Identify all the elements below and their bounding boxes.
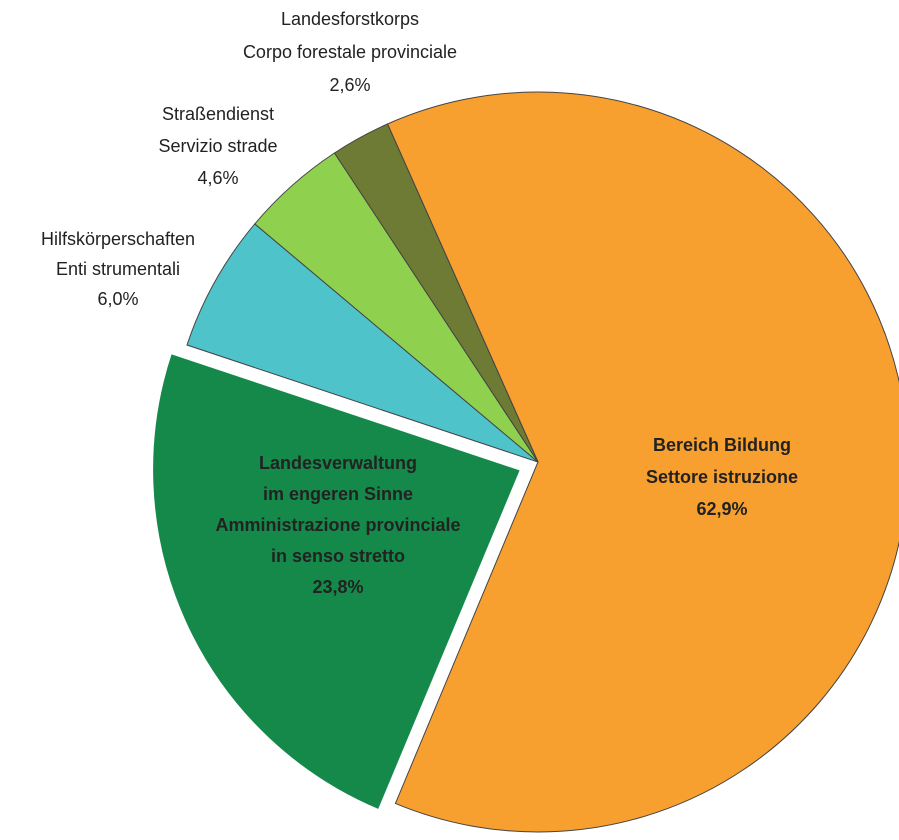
slice-label: Amministrazione provinciale bbox=[215, 515, 460, 535]
slice-label: Bereich Bildung bbox=[653, 435, 791, 455]
slice-label: Landesforstkorps bbox=[281, 9, 419, 29]
slice-label: Corpo forestale provinciale bbox=[243, 42, 457, 62]
slice-label: in senso stretto bbox=[271, 546, 405, 566]
slice-label: Enti strumentali bbox=[56, 259, 180, 279]
pie-slice bbox=[333, 123, 539, 463]
value-label: 2,6% bbox=[329, 75, 370, 95]
slice-label: Straßendienst bbox=[162, 104, 274, 124]
value-label: 6,0% bbox=[97, 289, 138, 309]
pie-slice bbox=[386, 91, 899, 833]
slice-label: Hilfskörperschaften bbox=[41, 229, 195, 249]
pie-slice bbox=[150, 350, 524, 813]
value-label: 4,6% bbox=[197, 168, 238, 188]
slice-label: im engeren Sinne bbox=[263, 484, 413, 504]
slice-label: Servizio strade bbox=[158, 136, 277, 156]
slice-label: Settore istruzione bbox=[646, 467, 798, 487]
pie-slice bbox=[186, 223, 539, 463]
value-label: 23,8% bbox=[312, 577, 363, 597]
slice-label: Landesverwaltung bbox=[259, 453, 417, 473]
value-label: 62,9% bbox=[696, 499, 747, 519]
